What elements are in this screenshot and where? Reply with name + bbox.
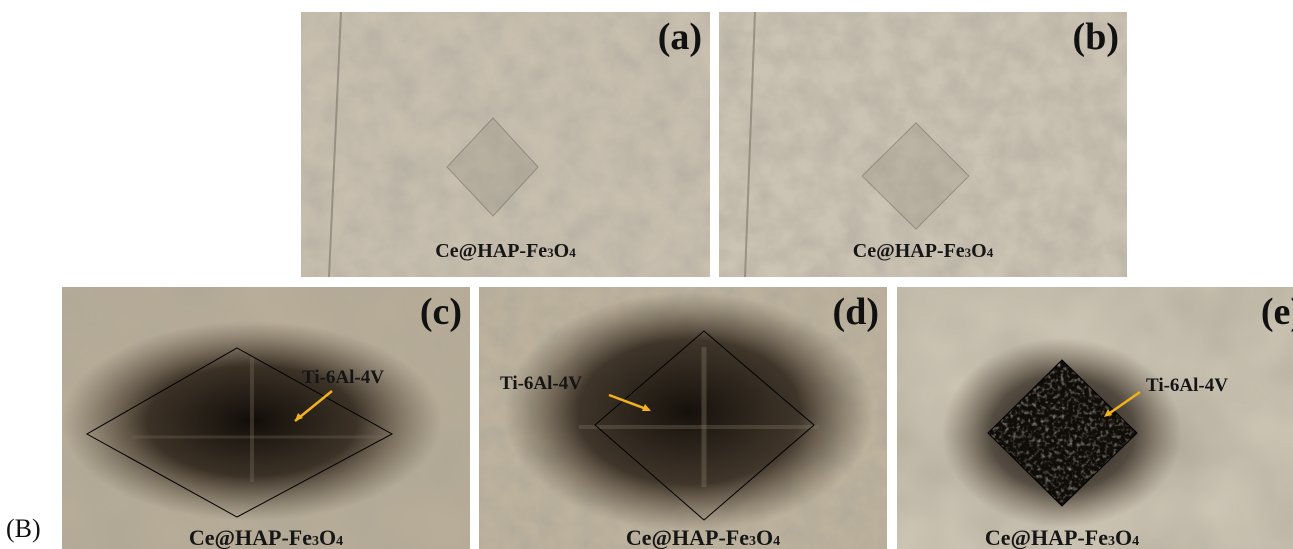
micrograph-image-b xyxy=(719,12,1127,277)
micrograph-panel-a: (a) Ce@HAP-Fe3O4 xyxy=(301,12,710,277)
micrograph-panel-e: (e) Ti-6Al-4V Ce@HAP-Fe3O4 xyxy=(897,287,1293,549)
indent-mark-a xyxy=(446,117,539,217)
indent-mark-e xyxy=(987,359,1138,507)
panel-letter-a: (a) xyxy=(657,16,702,58)
panel-letter-b: (b) xyxy=(1072,16,1119,58)
micrograph-image-a xyxy=(301,12,710,277)
panel-letter-e: (e) xyxy=(1260,291,1293,333)
material-label-d: Ti-6Al-4V xyxy=(500,373,582,394)
micrograph-image-d xyxy=(479,287,887,549)
arrow-e xyxy=(1106,390,1141,417)
caption-e: Ce@HAP-Fe3O4 xyxy=(984,525,1140,549)
caption-a: Ce@HAP-Fe3O4 xyxy=(435,240,576,262)
panel-letter-c: (c) xyxy=(419,291,462,333)
indent-mark-d xyxy=(594,330,815,521)
panel-letter-d: (d) xyxy=(832,291,879,333)
indent-mark-c xyxy=(85,347,394,518)
arrow-c xyxy=(294,390,333,422)
caption-b: Ce@HAP-Fe3O4 xyxy=(852,240,994,262)
micrograph-panel-b: (b) Ce@HAP-Fe3O4 xyxy=(719,12,1127,277)
indent-mark-b xyxy=(861,122,970,230)
micrograph-image-c xyxy=(62,287,470,549)
figure-label: (B) xyxy=(6,514,41,543)
micrograph-panel-d: (d) Ti-6Al-4V Ce@HAP-Fe3O4 xyxy=(479,287,887,549)
arrow-d xyxy=(608,393,650,412)
material-label-e: Ti-6Al-4V xyxy=(1146,375,1228,396)
caption-c: Ce@HAP-Fe3O4 xyxy=(188,525,344,549)
micrograph-image-e xyxy=(897,287,1293,549)
micrograph-panel-c: (c) Ti-6Al-4V Ce@HAP-Fe3O4 xyxy=(62,287,470,549)
caption-d: Ce@HAP-Fe3O4 xyxy=(625,525,781,549)
material-label-c: Ti-6Al-4V xyxy=(302,367,384,388)
